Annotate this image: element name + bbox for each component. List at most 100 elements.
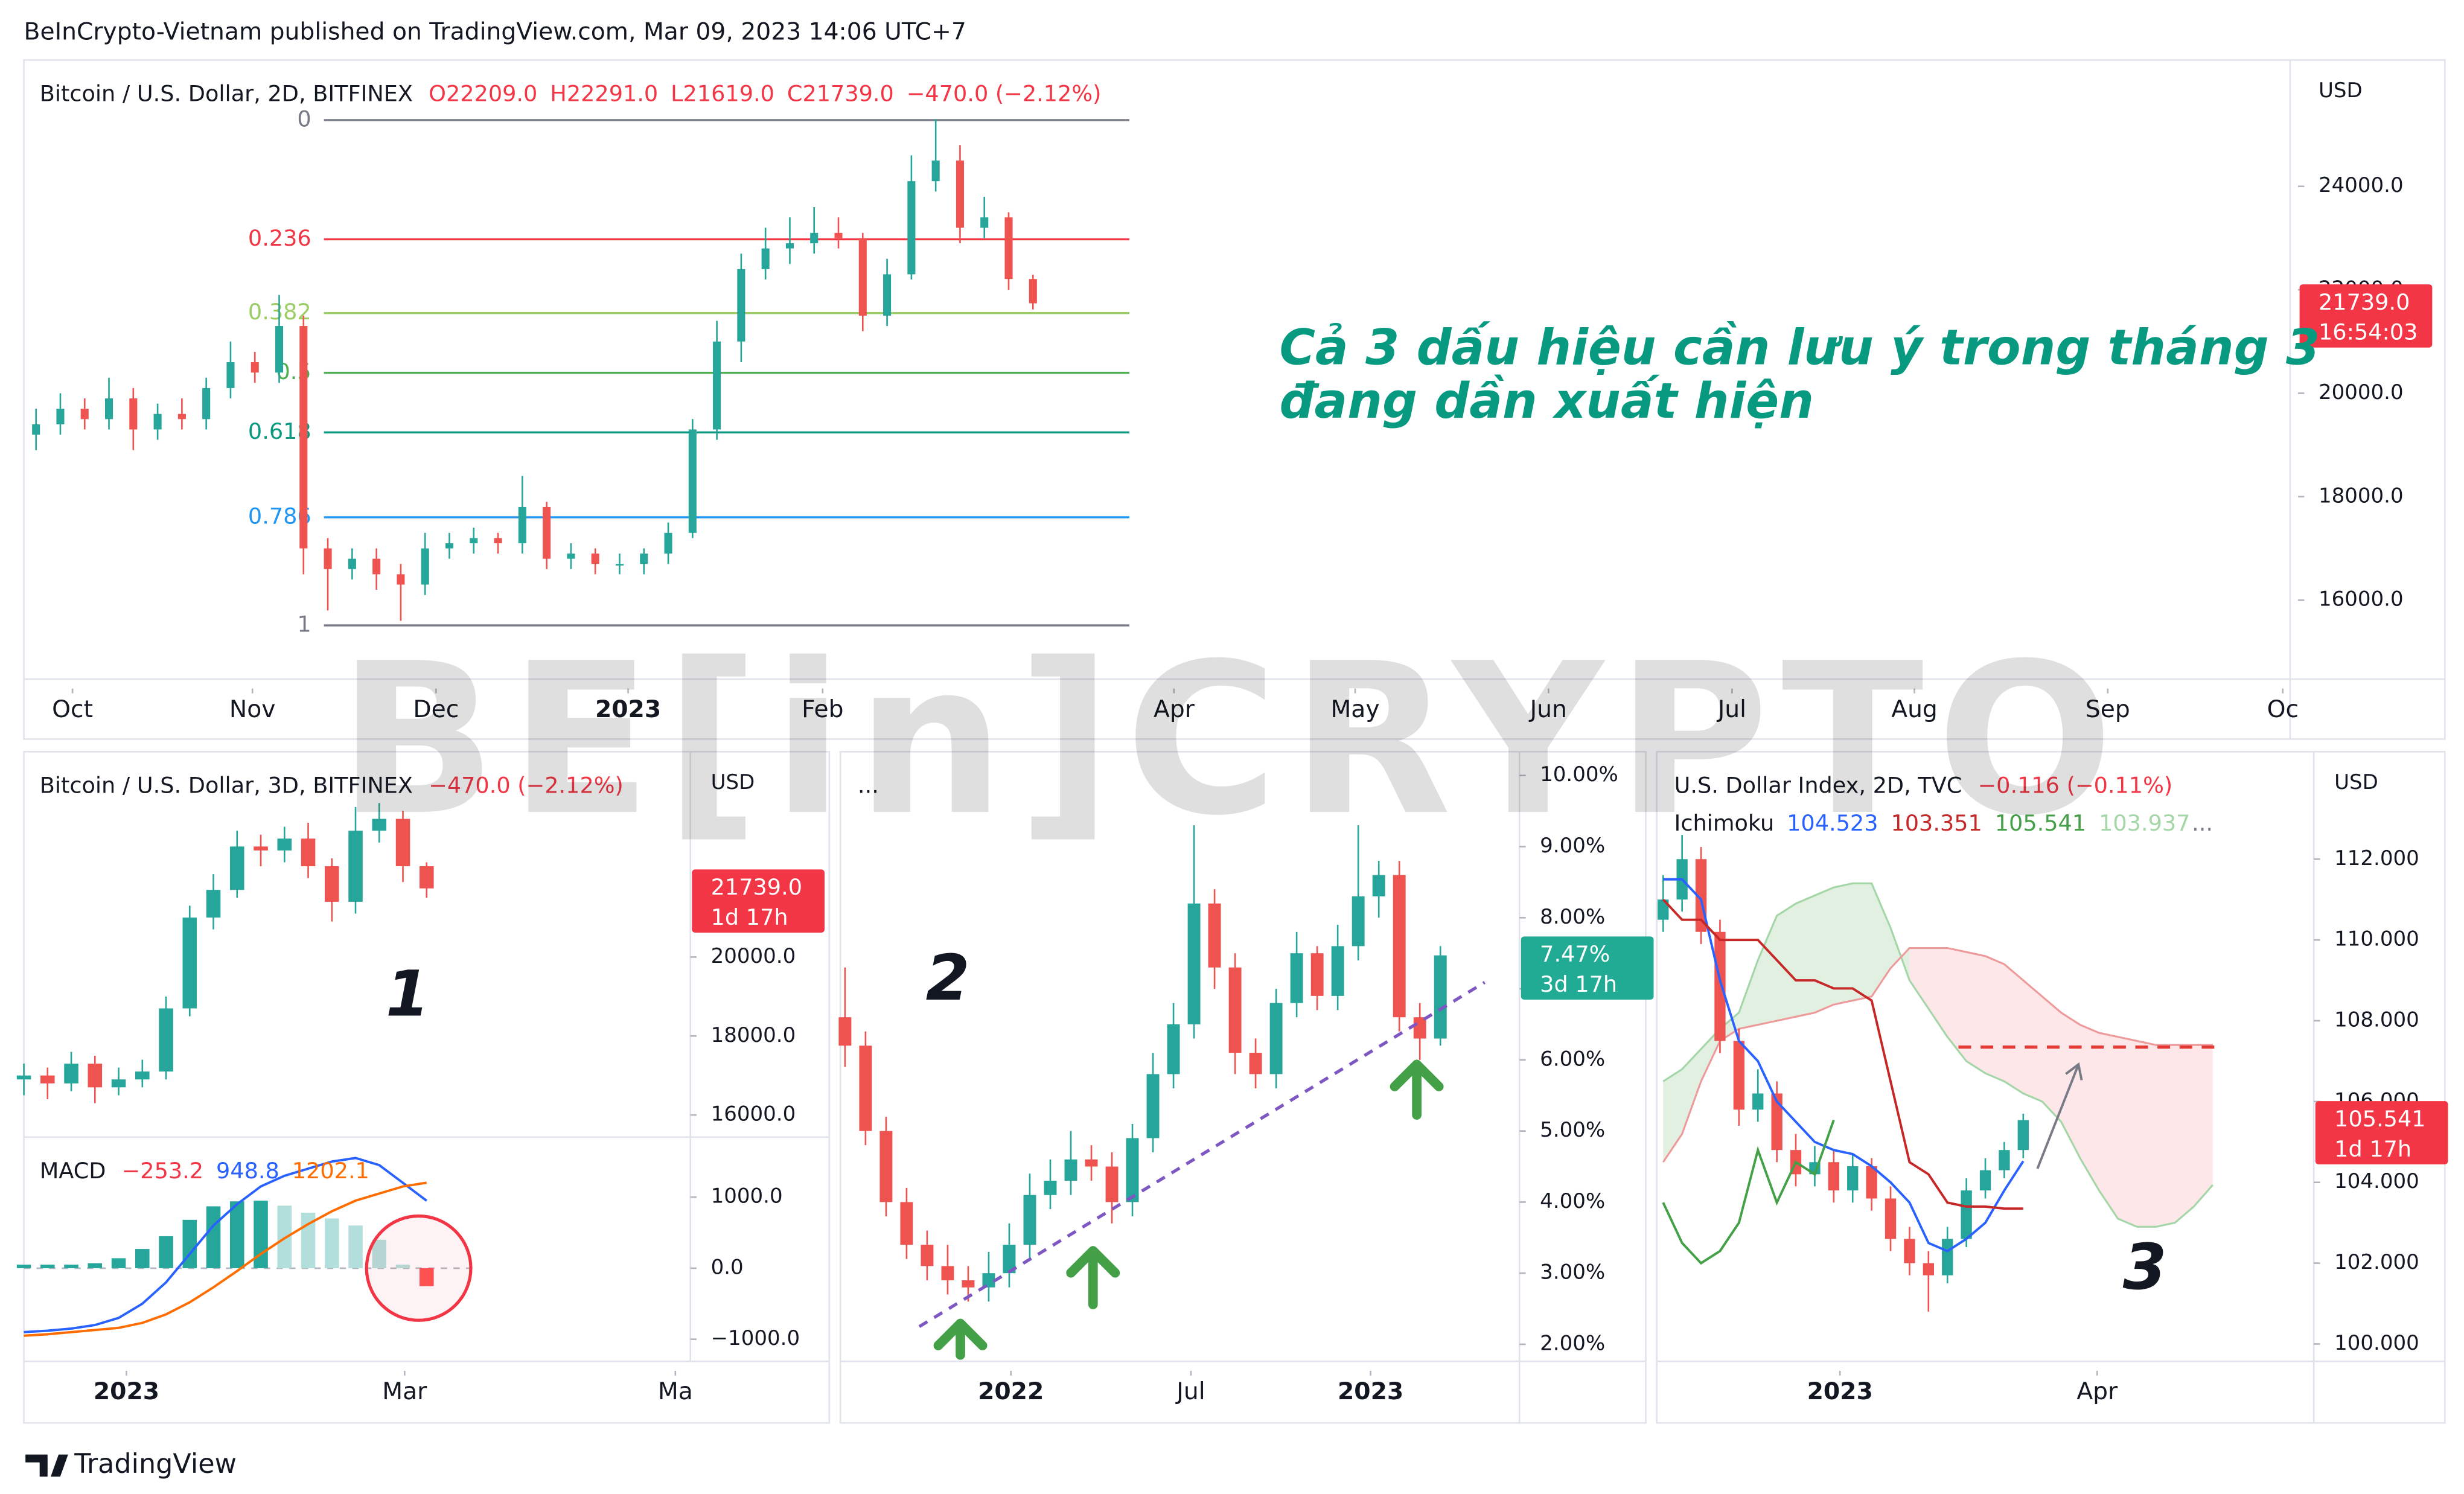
series-line [24,1181,427,1337]
candle-body [879,1131,893,1202]
candle-body [567,554,575,559]
candle-body [1249,1053,1262,1074]
candle-body [615,564,624,566]
cloud-segment [1814,887,1834,1013]
x-tick-label: 2023 [595,696,661,723]
cloud-line [1662,882,2213,1228]
cloud-segment [1682,1049,1702,1134]
cloud-line [1662,947,2213,1163]
y-tick-label: 8.00% [1540,905,1605,929]
histogram-bar [372,1239,387,1268]
histogram-bar [40,1264,55,1268]
candle-body [277,838,292,851]
candle-body [1752,1093,1764,1110]
last-price-box [2299,284,2433,348]
candle-body [1658,899,1669,920]
cloud-segment [1776,903,1796,1021]
candle-body [1310,953,1324,996]
candle-body [372,558,381,575]
series-line [24,1157,427,1333]
candle-body [299,326,308,549]
last-price-box [2315,1101,2448,1164]
candle-body [1167,1024,1180,1074]
histogram-bar [325,1218,339,1268]
candle-body [159,1008,173,1072]
last-price-label: 7.47% [1540,941,1610,967]
legend-value: 1202.1 [292,1158,369,1184]
x-tick-label: Jul [1716,696,1746,723]
panel [839,751,1647,1424]
up-arrow [1390,1059,1444,1120]
y-tick-label: 0.0 [711,1255,744,1279]
candle-body [1733,1041,1744,1110]
annotation: Cả 3 dấu hiệu cần lưu ý trong tháng 3 [1279,319,2320,376]
candle-body [785,243,794,249]
cloud-segment [1871,883,1891,997]
x-tick-label: 2023 [94,1378,159,1405]
legend-title: U.S. Dollar Index, 2D, TVC [1674,772,1962,798]
up-arrow [1066,1246,1120,1309]
candle-body [962,1280,975,1288]
y-tick-label: 10.00% [1540,762,1618,787]
histogram-bar [206,1206,221,1268]
y-tick-label: 108.000 [2334,1007,2419,1032]
candle-body [1228,967,1242,1053]
histogram-bar [16,1264,31,1268]
legend-value: −470.0 (−2.12%) [429,772,624,798]
candle-body [1290,953,1303,1003]
x-tick-label: Sep [2086,696,2130,723]
indicator-value: ... [2192,810,2213,836]
y-tick-label: 100.000 [2334,1331,2419,1355]
trend-line [918,981,1486,1328]
fib-label: 0 [297,106,311,132]
y-tick-label: 3.00% [1540,1260,1605,1285]
cloud-segment [2004,964,2023,1094]
candle-body [324,548,332,569]
x-tick-label: Nov [229,696,276,723]
y-tick-label: 110.000 [2334,927,2419,951]
last-price-box [1521,936,1654,1000]
y-tick-label: 6.00% [1540,1047,1605,1071]
cloud-segment [2156,1045,2175,1227]
last-price-label: 21739.0 [711,874,802,900]
candle-body [2017,1120,2029,1151]
x-tick-label: Apr [1154,696,1195,723]
series-line [1662,898,2023,1210]
candle-body [494,538,502,543]
legend-title: Bitcoin / U.S. Dollar, 3D, BITFINEX [40,772,413,798]
candle-body [1866,1166,1877,1199]
candle-body [1064,1159,1077,1181]
up-arrow [933,1318,988,1360]
y-tick-label: 5.00% [1540,1118,1605,1142]
y-tick-label: 9.00% [1540,834,1605,858]
cloud-segment [1985,956,2005,1082]
x-tick-label: Ma [658,1378,693,1405]
candle-body [251,362,259,373]
y-tick-label: −1000.0 [711,1326,800,1350]
projection-arrow [2036,1062,2083,1169]
candle-body [1105,1166,1119,1202]
candle-body [591,554,599,564]
candle-body [56,409,65,424]
candle-body [421,548,429,585]
candle-body [1044,1181,1057,1195]
y-tick-label: 16000.0 [711,1102,796,1126]
x-tick-label: 2023 [1807,1378,1873,1405]
candle-body [907,181,916,275]
histogram-bar [395,1264,410,1268]
histogram-bar [135,1249,150,1268]
candle-body [737,269,745,342]
fib-label: 1 [297,611,311,637]
legend-value: −0.116 (−0.11%) [1978,772,2173,798]
indicator-name: Ichimoku [1674,810,1775,836]
indicator-value: 103.937 [2099,810,2190,836]
footer-logo: TradingView [25,1449,237,1480]
series-line [1663,878,2025,1253]
histogram-bar [277,1205,292,1268]
y-tick-label: 102.000 [2334,1250,2419,1274]
histogram-bar [159,1236,173,1268]
cloud-segment [1833,883,1853,1005]
charts: 16000.018000.020000.022000.024000.0OctNo… [16,78,2448,1405]
countdown-label: 1d 17h [711,904,788,930]
